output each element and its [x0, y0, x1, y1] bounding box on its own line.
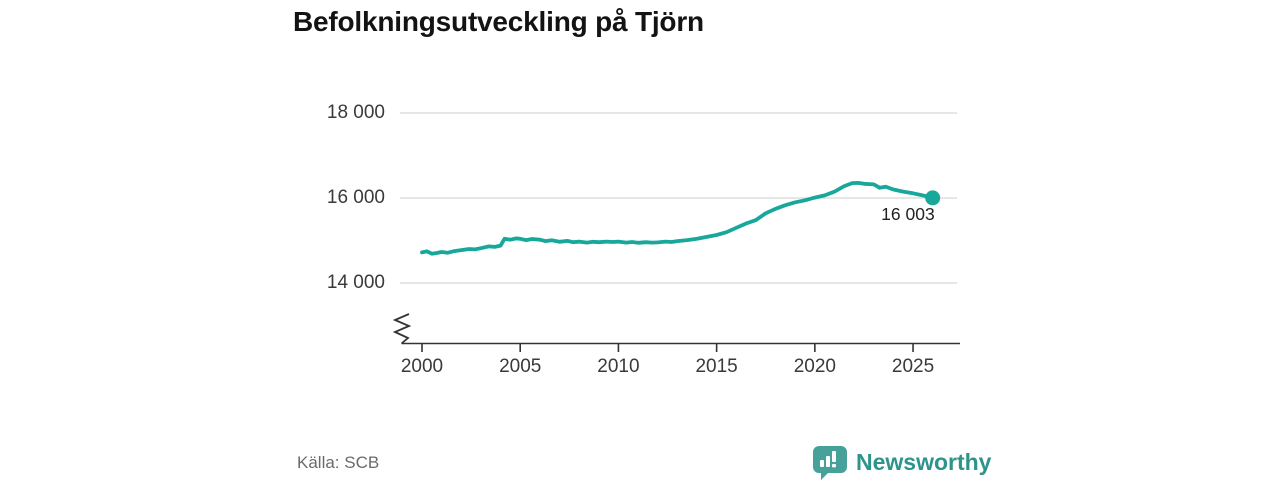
population-line — [420, 180, 935, 256]
x-tick-label-2010: 2010 — [597, 356, 640, 377]
x-tick-label-2005: 2005 — [499, 356, 542, 377]
newsworthy-wordmark: Newsworthy — [856, 449, 992, 475]
latest-point-dot — [925, 190, 941, 206]
x-tick-label-2015: 2015 — [695, 356, 738, 377]
page-title: Befolkningsutveckling på Tjörn — [293, 6, 704, 37]
y-tick-label-14000: 14 000 — [326, 272, 385, 293]
x-tick-label-2020: 2020 — [793, 356, 836, 377]
y-tick-label-18000: 18 000 — [326, 102, 385, 123]
x-tick-label-2025: 2025 — [891, 356, 935, 377]
x-tick-label-2000: 2000 — [400, 356, 444, 377]
source-credit: Källa: SCB — [297, 453, 380, 472]
newsworthy-logo: Newsworthy — [812, 445, 991, 480]
axis-break-zigzag — [392, 313, 412, 345]
y-tick-label-16000: 16 000 — [326, 187, 385, 208]
latest-value-label: 16 003 — [881, 203, 935, 224]
newsworthy-bubble-chart-icon — [813, 446, 847, 480]
